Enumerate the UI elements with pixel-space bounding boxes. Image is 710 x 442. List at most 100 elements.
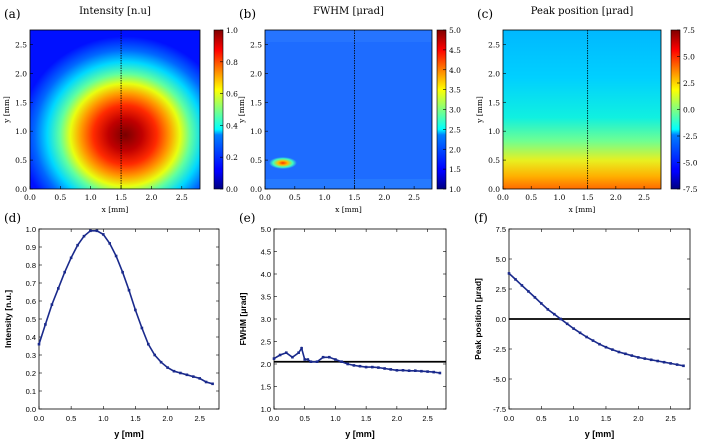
data-point [44, 323, 47, 326]
y-tick-label: 0.1 [26, 387, 36, 396]
heatmap-panel-b: (b) FWHM [μrad] 0.0 0.5 1.0 1.5 2.0 2.5 0.0 0.5 1.… [237, 6, 461, 214]
x-tick-label: 0.5 [66, 414, 76, 423]
x-axis-label: x [mm] [335, 205, 362, 214]
data-point [134, 308, 137, 312]
data-point [630, 354, 634, 357]
data-point [624, 352, 627, 356]
panel-label: (e) [239, 211, 255, 225]
panel-label: (a) [4, 7, 21, 21]
colorbar-tick-label: 4.0 [449, 66, 461, 75]
y-tick-label: 4.0 [261, 270, 271, 279]
x-tick-label: 1.0 [98, 414, 108, 423]
y-axis-label: Peak position [μrad] [473, 278, 483, 360]
data-point [395, 369, 399, 372]
data-point [389, 368, 392, 371]
y-tick-label: 2.0 [15, 69, 27, 78]
data-point [656, 359, 659, 363]
y-tick-label: -2.5 [493, 345, 506, 354]
heatmap-panel-a: (a) Intensity [n.u]0.0 0.5 1.0 1.5 2.0 2.50.00… [2, 6, 238, 214]
x-tick-label: 2.0 [145, 193, 157, 202]
x-tick-label: 2.5 [176, 193, 188, 202]
x-tick-label: 1.0 [319, 193, 331, 202]
chart-title: Peak position [μrad] [531, 6, 634, 17]
x-tick-label: 2.5 [638, 193, 650, 202]
colorbar-tick-label: 5.0 [683, 53, 695, 62]
data-point [315, 360, 319, 363]
heatmap-field-gaussian [30, 30, 200, 189]
data-point [540, 302, 543, 305]
y-tick-label: 1.5 [261, 383, 271, 392]
heatmap-field [503, 30, 661, 189]
data-point [340, 360, 343, 363]
data-point [108, 242, 111, 245]
line-panel-f: (f) 0.0 0.5 1.0 1.5 2.0 2.5 7.5 5.0 2.5 0.0 -2.5 -5.… [473, 211, 691, 439]
x-tick-label: 2.0 [378, 193, 390, 202]
heatmap-field-noise-bottom [265, 179, 432, 189]
data-point [63, 270, 66, 274]
colorbar-tick-label: 7.5 [683, 26, 695, 35]
y-tick-label: 0.4 [26, 333, 36, 342]
data-point [401, 369, 405, 372]
x-tick-label: 1.5 [582, 193, 594, 202]
chart-title: FWHM [μrad] [313, 6, 384, 17]
data-point [334, 358, 337, 361]
colorbar-tick-label: 2.0 [449, 145, 461, 154]
x-tick-label: 0.5 [536, 414, 546, 423]
y-tick-label: 2.0 [488, 69, 500, 78]
data-point [643, 357, 647, 360]
x-tick-label: 2.5 [408, 193, 420, 202]
data-point [114, 254, 118, 258]
x-tick-label: 0.0 [504, 414, 514, 423]
x-tick-label: 2.0 [633, 414, 643, 423]
y-tick-label: 0.5 [488, 156, 500, 165]
data-point [179, 371, 182, 375]
data-point [617, 350, 621, 354]
data-point [578, 331, 582, 335]
x-axis-label: x [mm] [569, 205, 596, 214]
line-panel-d: (d) 0.0 0.5 1.0 1.5 2.0 2.5 0.0 0.1 0.2 0.3 0.4 0.5 0… [3, 211, 220, 439]
y-tick-label: 3.0 [261, 315, 271, 324]
y-tick-label: 0.0 [15, 185, 27, 194]
chart-title: Intensity [n.u] [79, 6, 151, 17]
data-point [309, 360, 313, 363]
colorbar [213, 29, 224, 190]
x-axis-label: y [mm] [345, 429, 375, 439]
data-point [426, 370, 429, 373]
data-point [507, 272, 511, 275]
y-tick-label: 4.5 [261, 248, 271, 257]
y-tick-label: 0.9 [26, 243, 36, 252]
data-point [50, 303, 54, 306]
x-tick-label: 2.5 [194, 414, 204, 423]
data-point [121, 270, 124, 274]
colorbar-tick-label: 0.0 [683, 106, 695, 115]
x-tick-label: 2.5 [665, 414, 675, 423]
data-point [57, 287, 60, 290]
colorbar-tick-label: 3.0 [449, 106, 461, 115]
y-tick-label: 0.5 [15, 156, 27, 165]
data-point [358, 364, 362, 368]
x-tick-label: 0.5 [54, 193, 66, 202]
y-tick-label: 5.0 [261, 225, 271, 234]
data-point [147, 342, 150, 346]
colorbar-tick-label: 0.4 [226, 121, 238, 130]
x-tick-label: 2.0 [610, 193, 622, 202]
y-axis-label: FWHM [μrad] [238, 292, 248, 345]
data-point [37, 342, 41, 346]
data-point [662, 360, 666, 364]
data-point [346, 362, 349, 366]
x-tick-label: 1.0 [568, 414, 578, 423]
data-point [383, 367, 386, 370]
panel-label: (c) [477, 7, 493, 21]
y-tick-label: 0.0 [488, 185, 500, 194]
data-point [198, 377, 201, 380]
y-tick-label: 7.5 [496, 225, 506, 234]
y-tick-label: 1.0 [261, 405, 271, 414]
data-point [303, 358, 306, 361]
data-point [159, 360, 163, 364]
data-point [438, 371, 442, 375]
data-point [172, 369, 176, 373]
y-tick-label: 0.5 [250, 156, 262, 165]
x-axis-label: x [mm] [102, 205, 129, 214]
data-point [649, 358, 653, 362]
data-point [300, 346, 303, 350]
